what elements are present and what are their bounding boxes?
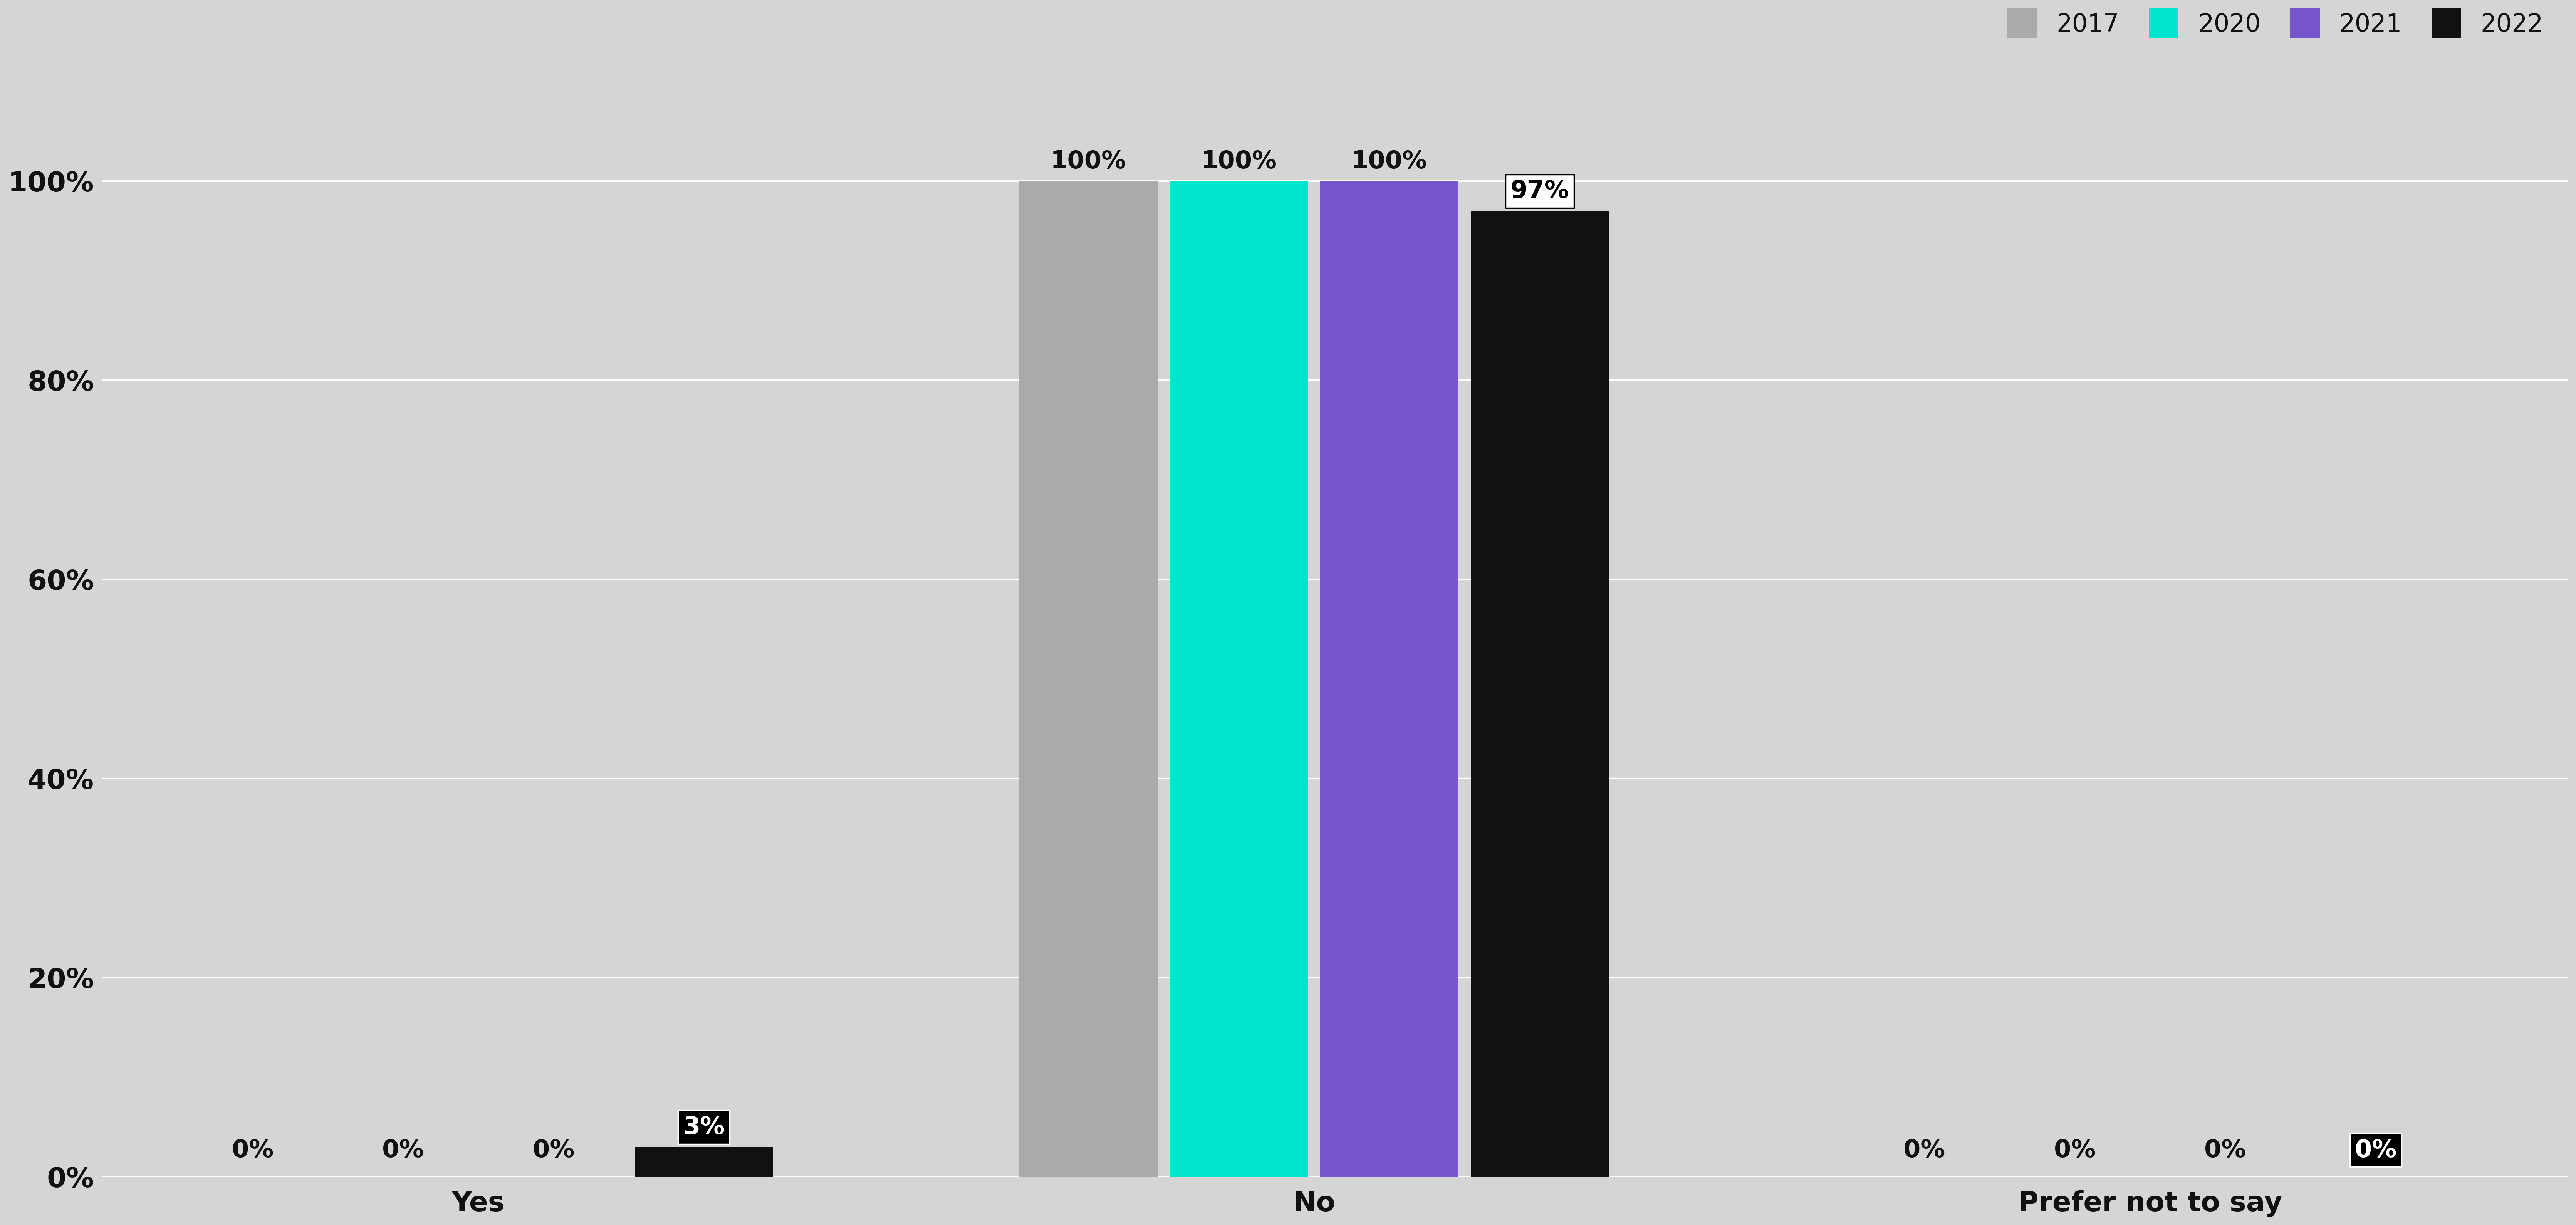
Text: 100%: 100% [1352,149,1427,173]
Text: 0%: 0% [2205,1138,2246,1163]
Text: 0%: 0% [381,1138,425,1163]
Text: 0%: 0% [1904,1138,1945,1163]
Bar [1319,181,1458,1177]
Text: 3%: 3% [683,1115,724,1139]
Bar [1020,181,1157,1177]
Bar [1170,181,1309,1177]
Text: 0%: 0% [533,1138,574,1163]
Bar [1471,211,1610,1177]
Legend: 2017, 2020, 2021, 2022: 2017, 2020, 2021, 2022 [1996,0,2555,50]
Text: 0%: 0% [232,1138,273,1163]
Bar [634,1147,773,1177]
Text: 0%: 0% [2354,1138,2396,1163]
Text: 100%: 100% [1051,149,1126,173]
Text: 97%: 97% [1510,179,1569,203]
Text: 100%: 100% [1200,149,1278,173]
Text: 0%: 0% [2053,1138,2097,1163]
